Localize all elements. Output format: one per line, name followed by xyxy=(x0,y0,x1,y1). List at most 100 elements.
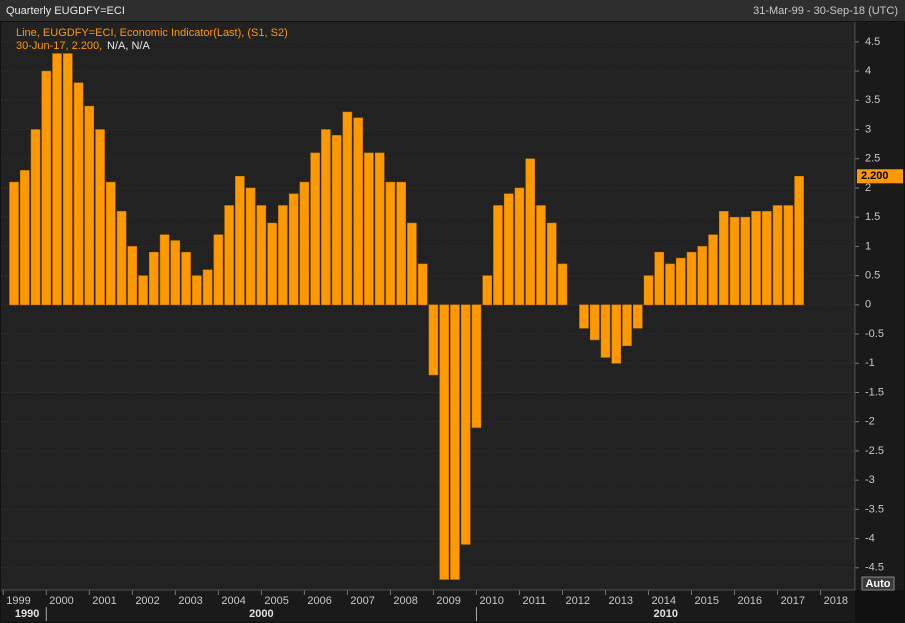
bar xyxy=(20,170,30,306)
bar xyxy=(493,205,503,306)
bar xyxy=(589,304,600,341)
bar xyxy=(41,70,52,306)
bar xyxy=(460,304,471,545)
bar xyxy=(396,181,406,306)
bar xyxy=(321,129,331,306)
bar xyxy=(84,105,95,306)
bar xyxy=(170,240,181,306)
x-axis-area xyxy=(1,591,855,622)
bar xyxy=(622,304,632,346)
bar xyxy=(740,216,751,306)
bar xyxy=(149,251,159,306)
bar xyxy=(450,304,460,580)
bar xyxy=(224,205,234,306)
bar xyxy=(159,234,170,306)
decade-label: 2000 xyxy=(249,608,273,620)
bar xyxy=(514,187,525,306)
x-tick-label: 2001 xyxy=(92,595,116,607)
date-range: 31-Mar-99 - 30-Sep-18 (UTC) xyxy=(753,5,898,17)
bar xyxy=(342,111,353,306)
bar xyxy=(52,53,62,306)
bar xyxy=(353,117,363,306)
bar xyxy=(482,275,492,306)
bar xyxy=(192,275,202,306)
readout-value: 30-Jun-17, 2.200, xyxy=(16,40,102,52)
bar xyxy=(331,135,342,306)
bar xyxy=(665,263,675,306)
bar xyxy=(310,152,320,306)
bar xyxy=(30,129,41,306)
bar xyxy=(783,205,794,306)
bar xyxy=(73,82,84,306)
x-tick-label: 2003 xyxy=(178,595,202,607)
x-tick-label: 2011 xyxy=(522,595,546,607)
x-tick-label: 2015 xyxy=(695,595,719,607)
bar xyxy=(654,251,665,306)
auto-button[interactable]: Auto xyxy=(861,576,895,591)
bar xyxy=(611,304,622,364)
y-tick-label: 0 xyxy=(865,299,871,311)
x-tick-label: 2017 xyxy=(781,595,805,607)
bar xyxy=(503,193,514,306)
y-tick-label: -2 xyxy=(865,416,875,428)
last-value-label: 2.200 xyxy=(861,170,889,182)
bar xyxy=(751,211,761,306)
bar xyxy=(288,193,299,306)
x-tick-label: 2014 xyxy=(652,595,676,607)
bar xyxy=(439,304,449,580)
decade-label: 2010 xyxy=(653,608,677,620)
bar xyxy=(579,304,589,329)
bar xyxy=(235,176,245,306)
bar xyxy=(719,211,729,306)
y-tick-label: 2.5 xyxy=(865,153,880,165)
bar xyxy=(364,152,374,306)
bar xyxy=(299,181,310,306)
bar xyxy=(138,275,148,306)
bar xyxy=(127,246,138,306)
bar xyxy=(762,211,772,306)
bar xyxy=(428,304,439,376)
bar xyxy=(267,222,277,306)
bar xyxy=(374,152,385,306)
legend-text: Line, EUGDFY=ECI, Economic Indicator(Las… xyxy=(16,27,288,39)
x-tick-label: 2008 xyxy=(393,595,417,607)
decade-label: 1990 xyxy=(15,608,39,620)
auto-button-box[interactable] xyxy=(861,576,895,591)
bar xyxy=(729,216,740,306)
auto-button-label[interactable]: Auto xyxy=(865,578,890,590)
y-tick-label: 4 xyxy=(865,65,871,77)
bar xyxy=(278,205,288,306)
bar xyxy=(794,176,804,306)
y-tick-label: 1 xyxy=(865,240,871,252)
x-tick-label: 2000 xyxy=(49,595,73,607)
bar xyxy=(772,205,783,306)
bar xyxy=(9,181,19,306)
bar xyxy=(213,234,224,306)
bar xyxy=(407,222,417,306)
y-tick-label: -1.5 xyxy=(865,386,884,398)
y-tick-label: 2 xyxy=(865,182,871,194)
x-tick-label: 2002 xyxy=(135,595,159,607)
bar xyxy=(600,304,611,358)
x-tick-label: 2010 xyxy=(479,595,503,607)
y-tick-label: 3.5 xyxy=(865,94,880,106)
y-tick-label: -0.5 xyxy=(865,328,884,340)
bar xyxy=(417,263,428,306)
bar xyxy=(256,205,267,306)
bar xyxy=(181,251,191,306)
bar xyxy=(106,181,116,306)
header-bar xyxy=(0,0,905,21)
chart-title: Quarterly EUGDFY=ECI xyxy=(6,5,125,17)
y-tick-label: -3 xyxy=(865,474,875,486)
y-tick-label: 0.5 xyxy=(865,270,880,282)
y-tick-label: -4.5 xyxy=(865,562,884,574)
x-tick-label: 2012 xyxy=(565,595,589,607)
bar xyxy=(557,263,568,306)
x-tick-label: 2018 xyxy=(824,595,848,607)
bar xyxy=(525,158,535,306)
bar xyxy=(202,269,213,306)
y-tick-label: -2.5 xyxy=(865,445,884,457)
plot-area xyxy=(1,22,855,590)
